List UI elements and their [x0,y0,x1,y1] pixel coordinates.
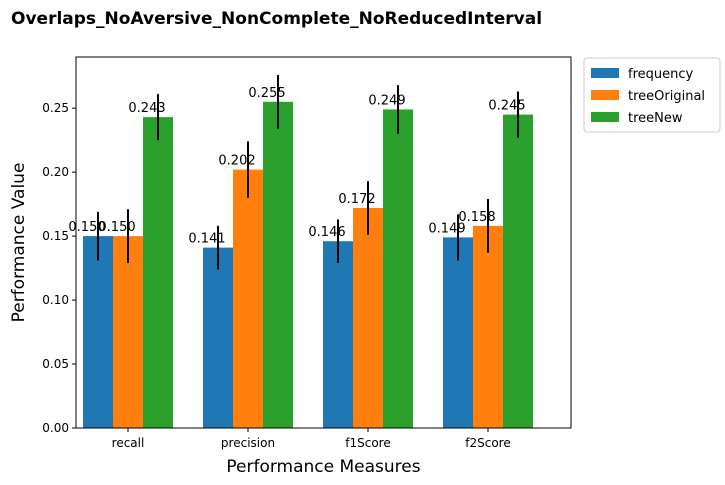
bar-frequency-f2Score [443,237,473,428]
legend-swatch-treeNew [591,112,619,122]
data-label-frequency-precision: 0.141 [188,232,225,247]
y-tick-label: 0.10 [42,293,69,307]
data-label-treeNew-recall: 0.243 [128,101,165,116]
bar-treeOriginal-recall [113,236,143,428]
x-axis-title: Performance Measures [226,457,420,477]
legend: frequency treeOriginal treeNew [583,57,721,133]
plot-area: 0.00 0.05 0.10 0.15 0.20 0.25 recall precision f… [42,74,533,450]
bar-treeNew-precision [263,101,293,428]
x-tick-label-recall: recall [112,436,145,450]
bar-treeOriginal-f1Score [353,207,383,428]
y-tick-label: 0.25 [42,101,69,115]
legend-swatch-frequency [591,68,619,78]
y-tick-label: 0.15 [42,229,69,243]
data-label-treeNew-f2Score: 0.245 [488,99,525,114]
legend-label-treeOriginal: treeOriginal [628,89,705,104]
bar-treeNew-recall [143,117,173,428]
y-tick-label: 0.20 [42,165,69,179]
bar-frequency-recall [83,236,113,428]
data-label-frequency-f1Score: 0.146 [308,225,345,240]
x-tick-label-f2Score: f2Score [465,436,510,450]
legend-label-treeNew: treeNew [628,111,683,126]
legend-swatch-treeOriginal [591,90,619,100]
chart-title: Overlaps_NoAversive_NonComplete_NoReduce… [11,9,542,29]
bar-frequency-f1Score [323,241,353,428]
y-axis-title: Performance Value [9,163,29,323]
bar-frequency-precision [203,247,233,428]
data-label-treeOriginal-recall: 0.150 [98,220,135,235]
data-label-treeOriginal-f2Score: 0.158 [458,210,495,225]
bar-treeOriginal-f2Score [473,225,503,428]
data-label-treeOriginal-f1Score: 0.172 [338,192,375,207]
data-label-frequency-f2Score: 0.149 [428,221,465,236]
data-label-treeNew-precision: 0.255 [248,86,285,101]
bar-treeNew-f2Score [503,114,533,428]
data-label-frequency-recall: 0.150 [68,220,105,235]
plot-frame [75,56,572,429]
y-tick-label: 0.05 [42,357,69,371]
bar-treeOriginal-precision [233,169,263,428]
data-label-treeNew-f1Score: 0.249 [368,93,405,108]
y-tick-label: 0.00 [42,421,69,435]
x-tick-label-f1Score: f1Score [345,436,390,450]
data-label-treeOriginal-precision: 0.202 [218,154,255,169]
legend-label-frequency: frequency [628,67,694,82]
x-tick-label-precision: precision [221,436,275,450]
bar-treeNew-f1Score [383,109,413,428]
